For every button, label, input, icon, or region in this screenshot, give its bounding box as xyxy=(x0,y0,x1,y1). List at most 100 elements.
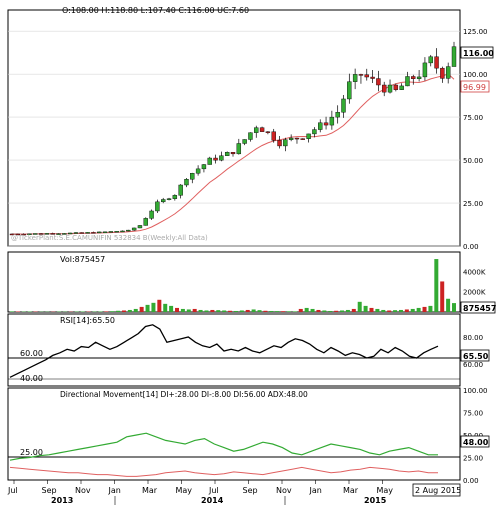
candle-down xyxy=(271,131,276,141)
price-tick-label: 25.00 xyxy=(463,200,483,208)
volume-bar xyxy=(263,310,268,312)
volume-bar xyxy=(239,310,244,312)
x-axis-years: 2013 2014 2015 xyxy=(51,496,387,505)
volume-bar xyxy=(169,305,174,312)
volume-bar xyxy=(310,308,315,312)
candle-up xyxy=(422,62,428,78)
x-year-label: 2015 xyxy=(364,496,387,505)
x-month-label: Nov xyxy=(75,486,91,495)
dmi-panel-frame xyxy=(7,387,461,481)
candle-up xyxy=(236,143,242,155)
volume-bar xyxy=(116,310,121,312)
watermark: @TickerPlant:S.E.CAMUNIFIN 532834 B(Week… xyxy=(11,234,208,242)
candle-down xyxy=(411,76,416,79)
candle-up xyxy=(27,233,32,235)
volume-bar xyxy=(404,309,409,312)
price-tick-label: 50.00 xyxy=(463,157,483,165)
candle-up xyxy=(283,139,288,147)
x-month-label: Jan xyxy=(309,486,322,495)
volume-bar xyxy=(257,310,262,312)
ma-value-label: 96.99 xyxy=(463,83,486,92)
rsi-line xyxy=(9,324,439,378)
candle-up xyxy=(248,132,253,140)
price-candles xyxy=(9,41,457,236)
volume-bar xyxy=(269,310,274,312)
volume-last-box xyxy=(460,301,496,314)
volume-bar xyxy=(292,311,297,312)
volume-bar xyxy=(440,281,445,312)
x-year-label: 2013 xyxy=(51,496,73,505)
candle-down xyxy=(300,138,305,140)
volume-bar xyxy=(139,306,144,312)
volume-bar xyxy=(340,310,345,312)
dmi-tick-label: 0.00 xyxy=(463,477,479,485)
candle-down xyxy=(21,233,26,236)
candle-down xyxy=(9,233,15,236)
candle-up xyxy=(242,139,247,144)
volume-bar xyxy=(398,309,403,312)
candle-down xyxy=(434,56,439,69)
x-axis: Jul Sep Nov Jan Mar May Jul Sep Nov Jan Mar May 201… xyxy=(7,480,461,505)
candle-up xyxy=(73,232,79,234)
volume-bar xyxy=(80,311,85,312)
last-price-box xyxy=(460,46,494,59)
candle-up xyxy=(97,231,102,234)
rsi-tick-60: 60.00 xyxy=(463,361,483,369)
candle-up xyxy=(161,199,166,203)
candle-up xyxy=(207,157,212,165)
candle-down xyxy=(91,232,96,234)
candle-up xyxy=(416,76,422,79)
dmi-tick-label: 75.00 xyxy=(463,410,483,418)
volume-bar xyxy=(428,305,433,312)
candle-up xyxy=(341,98,346,113)
candle-down xyxy=(213,157,218,161)
volume-bar xyxy=(110,311,115,312)
rsi-last-label: 65.50 xyxy=(463,352,489,361)
candle-down xyxy=(50,233,55,235)
candle-down xyxy=(259,127,265,132)
x-month-label: Jan xyxy=(108,486,121,495)
candle-up xyxy=(195,168,201,174)
candle-down xyxy=(376,78,381,86)
candle-down xyxy=(38,233,44,235)
volume-bar xyxy=(363,305,368,312)
candle-down xyxy=(370,76,375,79)
candle-up xyxy=(44,233,50,235)
candle-down xyxy=(323,122,329,126)
rsi-panel: RSI[14]:65.50 60.00 40.00 80.00 60.00 65… xyxy=(7,313,490,387)
rsi-left-40: 40.00 xyxy=(20,374,43,383)
volume-bar xyxy=(381,309,386,312)
price-tick-label: 100.00 xyxy=(463,71,488,79)
x-month-label: Sep xyxy=(42,486,57,495)
dmi-last-label: 48.00 xyxy=(463,438,489,447)
candle-up xyxy=(312,129,317,135)
volume-bar xyxy=(334,310,339,312)
volume-bar xyxy=(121,310,126,312)
volume-bars xyxy=(10,259,456,312)
volume-bar xyxy=(98,311,103,312)
volume-bar xyxy=(127,309,132,312)
volume-bar xyxy=(104,311,109,312)
candle-up xyxy=(254,127,259,133)
candle-up xyxy=(137,225,143,229)
dmi-tick-label: 100.00 xyxy=(463,387,488,395)
candle-up xyxy=(347,81,352,100)
price-panel: O:108.00 H:118.80 L:107.40 C:116.00 UC:7… xyxy=(7,6,494,251)
volume-bar xyxy=(228,310,233,312)
candle-down xyxy=(358,74,364,76)
volume-bar xyxy=(157,299,162,312)
candle-up xyxy=(405,76,410,87)
x-month-label: Jul xyxy=(7,486,18,495)
candle-down xyxy=(277,140,282,147)
volume-bar xyxy=(322,310,327,312)
volume-bar xyxy=(351,308,356,312)
candle-up xyxy=(56,233,61,235)
ma-value-box xyxy=(460,80,490,93)
candle-down xyxy=(294,137,300,140)
candle-up xyxy=(126,229,131,232)
volume-bar xyxy=(434,259,439,312)
volume-bar xyxy=(387,310,392,312)
volume-tick-label: 4000K xyxy=(463,268,486,276)
rsi-last-box xyxy=(460,349,490,362)
volume-bar xyxy=(275,311,280,312)
